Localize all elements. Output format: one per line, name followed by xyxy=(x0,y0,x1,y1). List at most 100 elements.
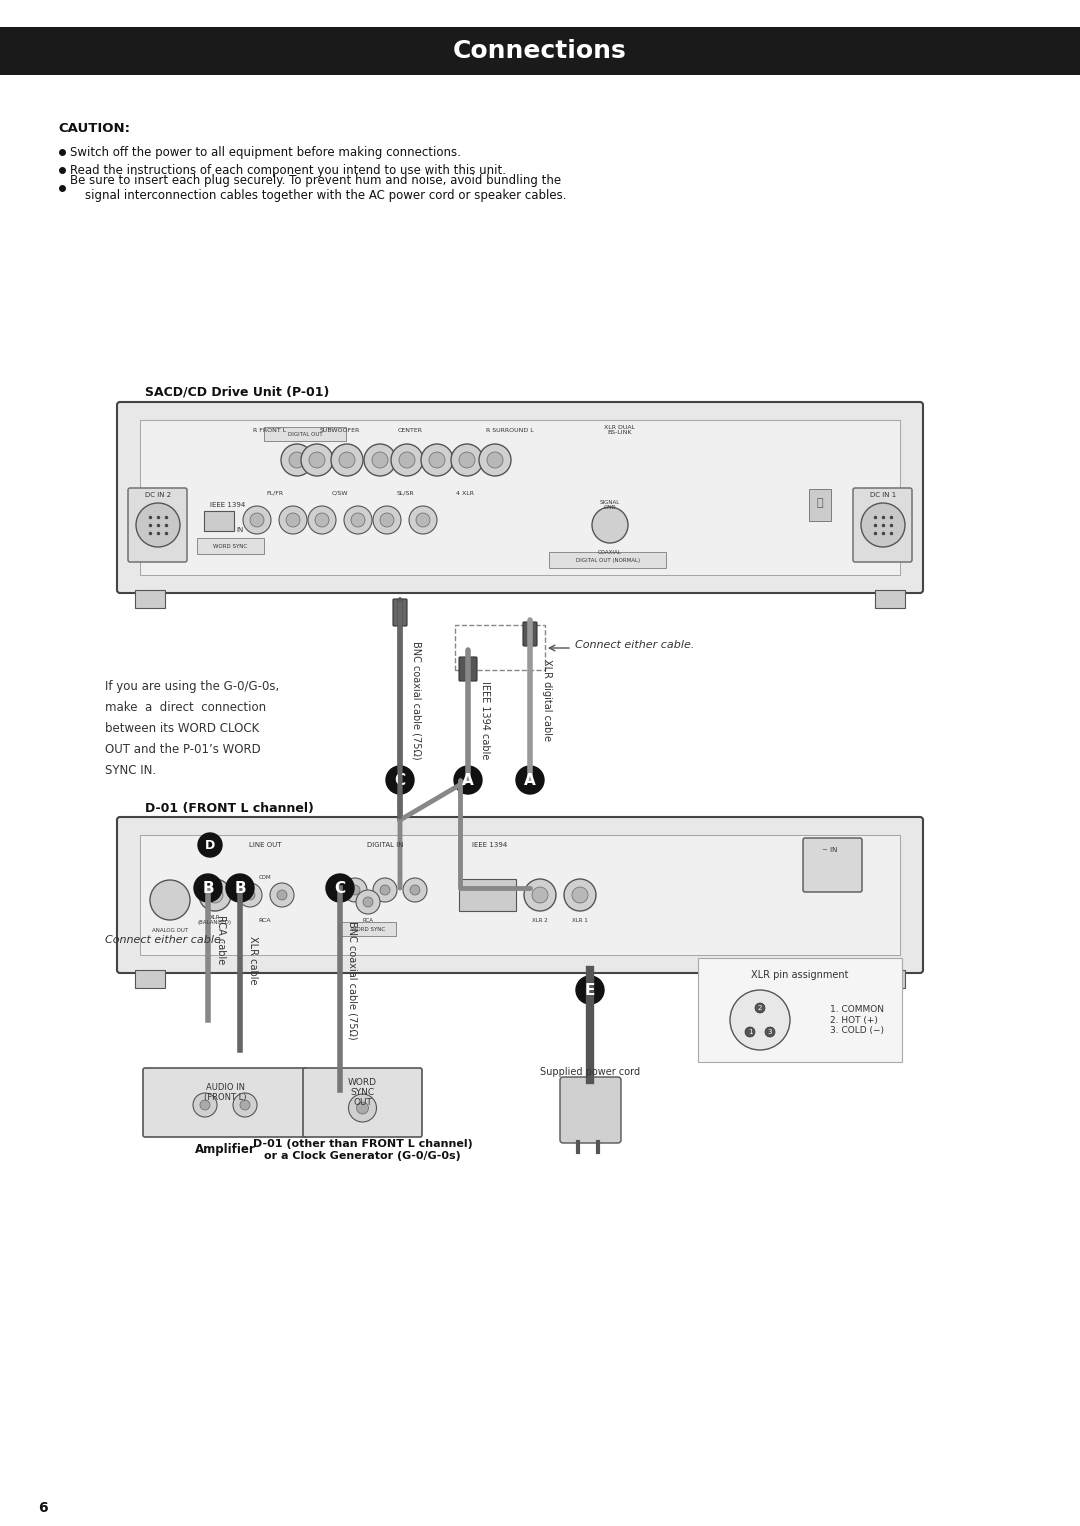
Circle shape xyxy=(572,887,588,903)
FancyBboxPatch shape xyxy=(875,591,905,607)
Text: D-01 (FRONT L channel): D-01 (FRONT L channel) xyxy=(145,801,314,815)
Text: Connect either cable.: Connect either cable. xyxy=(575,639,694,650)
Text: SACD/CD Drive Unit (P-01): SACD/CD Drive Unit (P-01) xyxy=(145,386,329,398)
Text: XLR 1: XLR 1 xyxy=(572,917,588,923)
Text: R SURROUND L: R SURROUND L xyxy=(486,427,534,432)
Circle shape xyxy=(326,874,354,902)
Circle shape xyxy=(380,513,394,526)
Text: IEEE 1394 cable: IEEE 1394 cable xyxy=(480,681,490,760)
FancyBboxPatch shape xyxy=(129,488,187,562)
Circle shape xyxy=(349,1094,377,1122)
Circle shape xyxy=(226,874,254,902)
Circle shape xyxy=(516,766,544,794)
Circle shape xyxy=(200,1100,210,1109)
Text: XLR digital cable: XLR digital cable xyxy=(542,659,552,742)
Circle shape xyxy=(409,507,437,534)
Text: 3: 3 xyxy=(768,1029,772,1035)
Circle shape xyxy=(198,833,222,858)
Circle shape xyxy=(765,1027,775,1038)
Circle shape xyxy=(730,990,789,1050)
Text: XLR
(BALANCED): XLR (BALANCED) xyxy=(198,914,232,925)
Circle shape xyxy=(240,1100,249,1109)
FancyBboxPatch shape xyxy=(140,835,900,955)
Text: C: C xyxy=(335,881,346,896)
Text: XLR pin assignment: XLR pin assignment xyxy=(752,971,849,980)
Circle shape xyxy=(487,452,503,468)
Text: AUDIO IN: AUDIO IN xyxy=(205,1083,244,1093)
Text: LINE OUT: LINE OUT xyxy=(248,842,281,848)
Text: 4 XLR: 4 XLR xyxy=(456,490,474,496)
Text: IN: IN xyxy=(237,526,244,533)
Circle shape xyxy=(350,885,360,896)
Circle shape xyxy=(245,890,255,900)
Circle shape xyxy=(745,1027,755,1038)
FancyBboxPatch shape xyxy=(853,488,912,562)
Text: C/SW: C/SW xyxy=(332,490,348,496)
Circle shape xyxy=(410,885,420,896)
Circle shape xyxy=(286,513,300,526)
Text: CAUTION:: CAUTION: xyxy=(58,122,130,134)
Text: BNC coaxial cable (75Ω): BNC coaxial cable (75Ω) xyxy=(411,641,422,760)
Text: B: B xyxy=(234,881,246,896)
Circle shape xyxy=(372,452,388,468)
Text: Switch off the power to all equipment before making connections.: Switch off the power to all equipment be… xyxy=(70,145,461,159)
Circle shape xyxy=(363,897,373,906)
Circle shape xyxy=(343,877,367,902)
FancyBboxPatch shape xyxy=(135,971,165,987)
Circle shape xyxy=(755,1003,765,1013)
Circle shape xyxy=(238,884,262,906)
Circle shape xyxy=(459,452,475,468)
Text: BNC coaxial cable (75Ω): BNC coaxial cable (75Ω) xyxy=(348,920,357,1039)
Circle shape xyxy=(399,452,415,468)
Text: A: A xyxy=(524,772,536,787)
Text: Read the instructions of each component you intend to use with this unit.: Read the instructions of each component … xyxy=(70,163,507,177)
Text: Be sure to insert each plug securely. To prevent hum and noise, avoid bundling t: Be sure to insert each plug securely. To… xyxy=(70,174,567,201)
Circle shape xyxy=(309,452,325,468)
Text: 1: 1 xyxy=(747,1029,753,1035)
Text: SIGNAL
GND: SIGNAL GND xyxy=(599,499,620,510)
Text: DIGITAL OUT (NORMAL): DIGITAL OUT (NORMAL) xyxy=(576,557,640,563)
Text: SUBWOOFER: SUBWOOFER xyxy=(320,427,360,432)
Text: RCA cable: RCA cable xyxy=(216,916,226,964)
Circle shape xyxy=(532,887,548,903)
Text: If you are using the G-0/G-0s,
make  a  direct  connection
between its WORD CLOC: If you are using the G-0/G-0s, make a di… xyxy=(105,681,280,777)
Text: ⬛: ⬛ xyxy=(816,497,823,508)
FancyBboxPatch shape xyxy=(303,1068,422,1137)
Text: ~ IN: ~ IN xyxy=(822,847,838,853)
FancyBboxPatch shape xyxy=(197,539,264,554)
Text: D: D xyxy=(205,838,215,852)
FancyBboxPatch shape xyxy=(264,427,346,441)
Text: C: C xyxy=(394,772,406,787)
Circle shape xyxy=(351,513,365,526)
Text: XLR cable: XLR cable xyxy=(248,935,258,984)
Text: (FRONT L): (FRONT L) xyxy=(204,1093,246,1102)
Circle shape xyxy=(289,452,305,468)
Circle shape xyxy=(345,507,372,534)
Text: FL/FR: FL/FR xyxy=(267,490,284,496)
Text: Amplifier: Amplifier xyxy=(194,1143,255,1157)
Circle shape xyxy=(281,444,313,476)
Text: B: B xyxy=(202,881,214,896)
Text: 2: 2 xyxy=(758,1006,762,1012)
Circle shape xyxy=(524,879,556,911)
FancyBboxPatch shape xyxy=(459,658,477,681)
Text: COAXIAL: COAXIAL xyxy=(598,549,622,554)
Text: DC IN 2: DC IN 2 xyxy=(145,491,171,497)
FancyBboxPatch shape xyxy=(549,552,666,568)
FancyBboxPatch shape xyxy=(875,971,905,987)
Circle shape xyxy=(429,452,445,468)
Circle shape xyxy=(308,507,336,534)
Text: 1. COMMON
2. HOT (+)
3. COLD (−): 1. COMMON 2. HOT (+) 3. COLD (−) xyxy=(831,1006,885,1035)
FancyBboxPatch shape xyxy=(117,816,923,974)
Circle shape xyxy=(233,1093,257,1117)
Circle shape xyxy=(564,879,596,911)
Circle shape xyxy=(194,874,222,902)
FancyBboxPatch shape xyxy=(204,511,234,531)
Circle shape xyxy=(249,513,264,526)
Circle shape xyxy=(416,513,430,526)
Circle shape xyxy=(150,881,190,920)
Circle shape xyxy=(276,890,287,900)
FancyBboxPatch shape xyxy=(698,958,902,1062)
Circle shape xyxy=(356,890,380,914)
Text: E: E xyxy=(584,983,595,998)
